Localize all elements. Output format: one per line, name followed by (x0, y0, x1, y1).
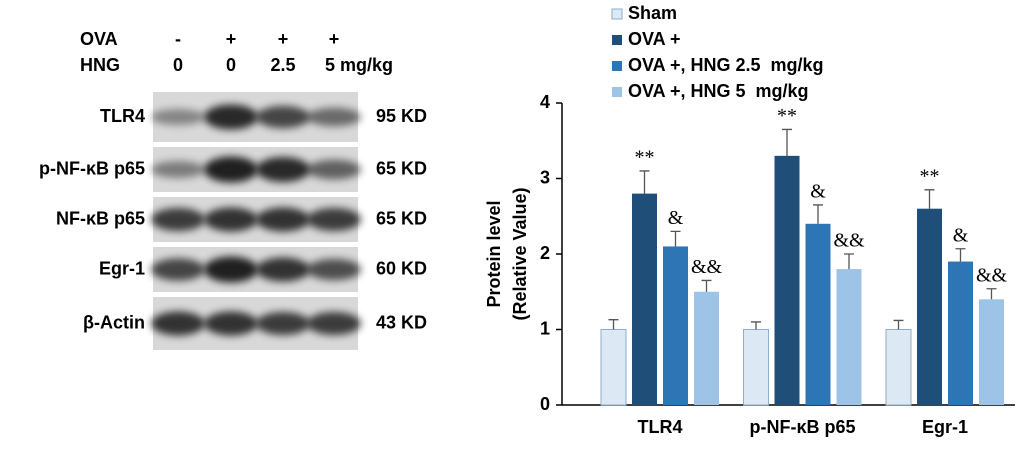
lane-label: 2.5 (270, 55, 295, 75)
lane-label: - (175, 29, 181, 49)
protein-label: p-NF-κB p65 (39, 158, 145, 178)
blot-band (256, 257, 310, 282)
significance-mark: ** (777, 105, 797, 127)
bar (632, 193, 657, 405)
blot-band (256, 105, 310, 129)
blot-band (151, 207, 205, 232)
blot-band (307, 258, 361, 281)
legend-label: OVA + (628, 29, 681, 49)
size-label: 95 KD (376, 106, 427, 126)
bar (885, 329, 912, 406)
blot-band (204, 207, 258, 232)
bar (663, 246, 688, 405)
bar (805, 223, 831, 405)
size-label: 65 KD (376, 158, 427, 178)
error-bar (639, 170, 650, 194)
blot-band (307, 311, 361, 336)
error-bar (751, 321, 761, 330)
blot-band (307, 107, 361, 127)
size-label: 65 KD (376, 208, 427, 228)
blot-band (151, 311, 205, 336)
y-axis-label: Protein level (Relative Value) (484, 187, 530, 320)
error-bar (608, 319, 619, 330)
bar (917, 208, 942, 405)
bar (774, 155, 800, 405)
blot-band (151, 161, 205, 178)
legend-swatch (612, 35, 622, 45)
error-bar (782, 128, 792, 156)
significance-mark: ** (635, 147, 655, 169)
blot-band (204, 311, 258, 336)
bar (600, 329, 627, 406)
size-label: 60 KD (376, 258, 427, 278)
blot-header-label: HNG (80, 55, 120, 75)
significance-mark: && (833, 230, 865, 252)
bar-chart: 0 1 2 3 4 Protein level (Relative Value) TLR4 **… (484, 3, 1015, 437)
legend-label: OVA +, HNG 5 mg/kg (628, 81, 809, 101)
blot-band (151, 108, 205, 126)
error-bar (670, 230, 681, 247)
protein-label: Egr-1 (99, 258, 145, 278)
legend-swatch (611, 8, 623, 20)
blot-band (204, 256, 258, 283)
lane-label: 0 (226, 55, 236, 75)
y-tick-label: 4 (540, 92, 550, 112)
size-label: 43 KD (376, 312, 427, 332)
bar (979, 299, 1004, 405)
blot-band (256, 311, 310, 336)
blot-band (151, 258, 205, 281)
y-tick-label: 1 (540, 318, 550, 338)
error-bar (844, 253, 854, 270)
significance-mark: & (953, 224, 969, 246)
bar (743, 329, 769, 406)
blot-band (307, 207, 361, 232)
lane-label: + (226, 29, 237, 49)
protein-label: TLR4 (100, 106, 145, 126)
western-blot: OVA - + + + HNG 0 0 2.5 5 mg/kg TLR4 95 KD p-NF-κB p… (39, 29, 427, 350)
y-axis-label-line: (Relative Value) (510, 187, 530, 320)
lane-label: 5 mg/kg (325, 55, 393, 75)
significance-mark: && (691, 256, 723, 278)
lane-label: 0 (173, 55, 183, 75)
blot-header-label: OVA (80, 29, 118, 49)
lane-label: + (278, 29, 289, 49)
y-tick-label: 2 (540, 243, 550, 263)
error-bar (893, 319, 904, 330)
blot-band (256, 156, 310, 183)
significance-mark: & (668, 207, 684, 229)
error-bar (955, 248, 966, 262)
significance-mark: && (976, 264, 1008, 286)
blot-band (204, 104, 258, 130)
legend-label: OVA +, HNG 2.5 mg/kg (628, 55, 824, 75)
protein-label: NF-κB p65 (56, 208, 145, 228)
error-bar (813, 204, 823, 224)
protein-label: β-Actin (83, 312, 145, 332)
legend-label: Sham (628, 3, 677, 23)
lane-label: + (329, 29, 340, 49)
x-tick-label: Egr-1 (922, 417, 968, 437)
y-tick-label: 3 (540, 167, 550, 187)
y-tick-label: 0 (540, 394, 550, 414)
x-tick-label: TLR4 (638, 417, 683, 437)
x-tick-label: p-NF-κB p65 (749, 417, 855, 437)
bar (948, 261, 973, 405)
legend-swatch (612, 61, 622, 71)
blot-band (307, 159, 361, 180)
significance-mark: & (810, 181, 826, 203)
error-bar (924, 189, 935, 209)
error-bar (986, 288, 997, 300)
bar (836, 269, 862, 405)
bar (694, 291, 719, 405)
legend-swatch (612, 87, 622, 97)
blot-band (204, 156, 258, 183)
blot-band (256, 207, 310, 232)
significance-mark: ** (920, 165, 940, 187)
error-bar (701, 279, 712, 292)
y-axis-label-line: Protein level (484, 200, 504, 307)
